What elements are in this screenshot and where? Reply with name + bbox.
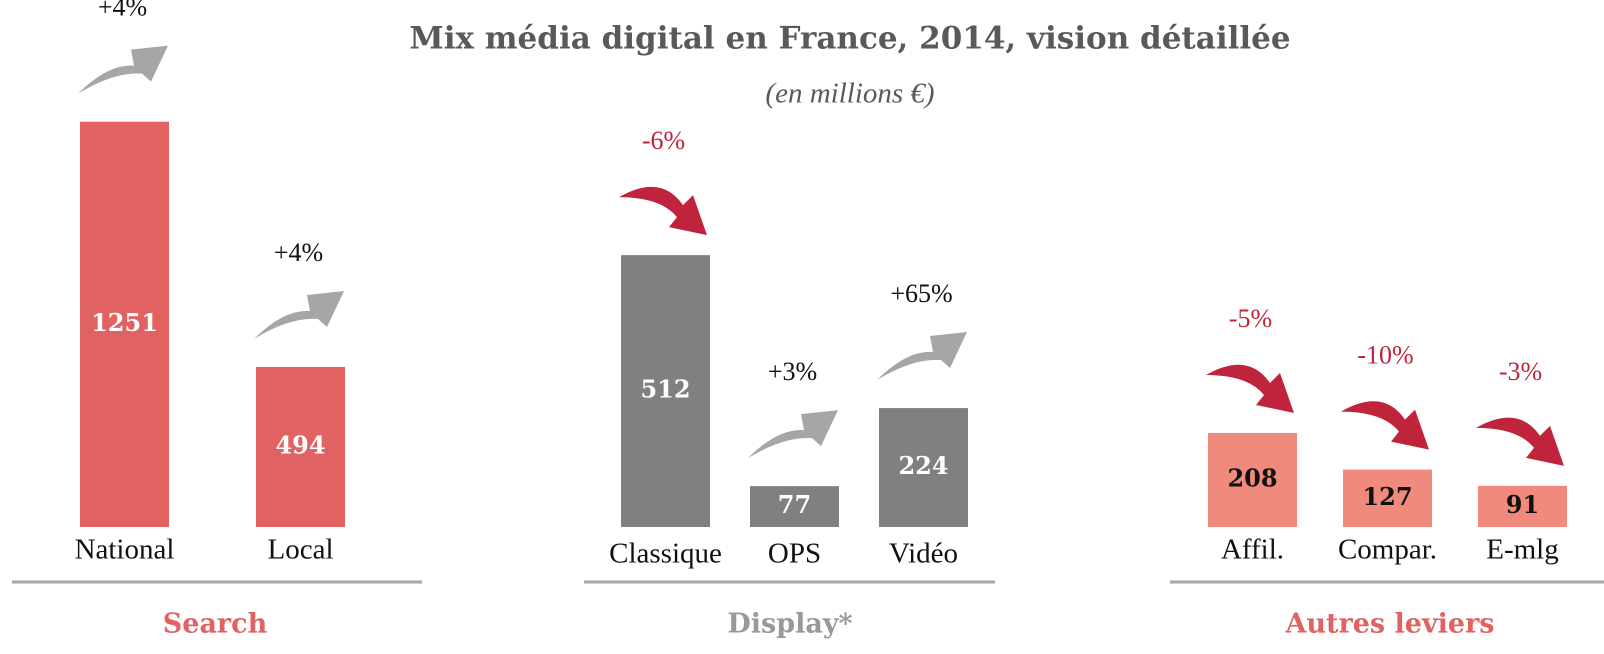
- change-arrow: [1341, 401, 1429, 450]
- category-label: OPS: [768, 538, 821, 570]
- bar: [1478, 485, 1567, 527]
- change-label: +65%: [890, 279, 952, 308]
- bar-value-label: 127: [1362, 482, 1412, 511]
- bar-value-label: 91: [1506, 490, 1539, 519]
- category-label: Local: [267, 534, 333, 566]
- bar: [1343, 469, 1432, 527]
- bar: [80, 121, 169, 528]
- group-label: Display*: [727, 609, 852, 640]
- change-label: +4%: [98, 0, 147, 22]
- change-arrow: [619, 186, 707, 236]
- bar: [621, 255, 710, 528]
- category-label: Classique: [609, 538, 722, 570]
- change-arrow: [1206, 364, 1294, 413]
- category-label: Affil.: [1221, 534, 1284, 566]
- change-label: -5%: [1229, 304, 1272, 333]
- category-label: Compar.: [1338, 534, 1437, 566]
- change-arrow: [748, 410, 838, 459]
- group-label: Search: [163, 609, 268, 640]
- chart-title: Mix média digital en France, 2014, visio…: [409, 21, 1290, 57]
- bar-value-label: 494: [275, 430, 325, 459]
- chart-subtitle: (en millions €): [765, 78, 934, 110]
- bar: [256, 366, 345, 527]
- change-arrow: [1476, 417, 1564, 466]
- change-arrow: [877, 332, 967, 381]
- bar: [750, 486, 839, 527]
- bar-value-label: 77: [778, 490, 811, 519]
- category-label: National: [75, 534, 175, 566]
- category-label: E-mlg: [1486, 534, 1559, 566]
- change-arrow: [78, 45, 168, 94]
- group-label: Autres leviers: [1284, 609, 1494, 640]
- change-arrow: [254, 290, 344, 339]
- bar-value-label: 1251: [91, 308, 158, 337]
- bar-value-label: 224: [898, 451, 948, 480]
- change-label: -6%: [642, 126, 685, 155]
- change-label: +3%: [768, 357, 817, 386]
- category-label: Vidéo: [889, 538, 958, 570]
- change-label: +4%: [274, 238, 323, 267]
- change-label: -10%: [1357, 341, 1413, 370]
- bar: [879, 408, 968, 527]
- bar-value-label: 208: [1227, 463, 1277, 492]
- bar: [1208, 432, 1297, 527]
- bar-value-label: 512: [640, 375, 690, 404]
- change-label: -3%: [1499, 357, 1542, 386]
